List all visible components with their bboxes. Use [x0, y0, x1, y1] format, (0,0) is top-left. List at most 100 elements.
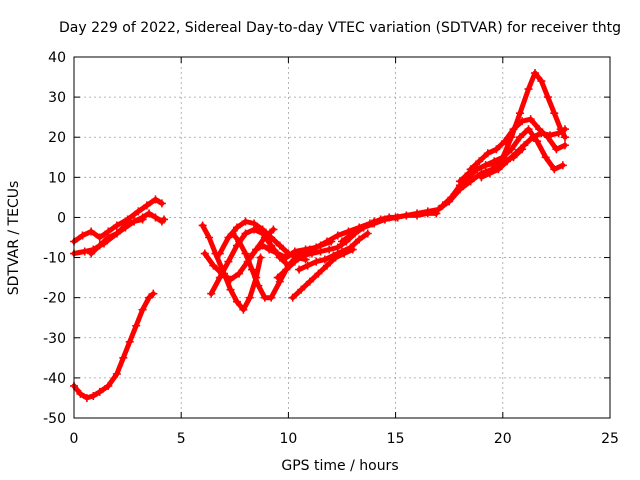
data-point	[438, 201, 447, 210]
data-point	[305, 277, 314, 286]
data-point	[507, 145, 516, 154]
data-point	[130, 217, 139, 226]
data-point	[245, 293, 254, 302]
data-point	[123, 215, 132, 224]
data-point	[282, 253, 291, 262]
data-point	[528, 133, 537, 142]
data-point	[511, 149, 520, 158]
y-tick-label: -20	[43, 291, 66, 307]
data-point	[247, 265, 256, 274]
data-point	[198, 221, 207, 230]
y-tick-label: 40	[48, 50, 66, 66]
data-point	[95, 241, 104, 250]
data-point	[205, 233, 214, 242]
data-point	[338, 237, 346, 246]
data-point	[550, 109, 559, 118]
data-point	[112, 221, 121, 230]
y-tick-label: -10	[43, 251, 66, 267]
series-arc-d	[198, 221, 265, 314]
data-point	[560, 141, 569, 150]
data-point	[322, 237, 331, 246]
data-point	[312, 257, 321, 266]
data-point	[256, 253, 265, 262]
data-point	[485, 169, 494, 178]
data-point	[333, 243, 342, 252]
data-point	[290, 257, 299, 266]
data-point	[550, 165, 559, 174]
data-point	[254, 281, 263, 290]
data-point	[391, 213, 400, 222]
data-point	[477, 173, 486, 182]
data-point	[282, 265, 291, 274]
data-point	[245, 253, 254, 262]
data-point	[82, 393, 91, 402]
data-point	[530, 69, 539, 78]
data-point	[119, 353, 128, 362]
data-point	[232, 297, 241, 306]
y-axis-label: SDTVAR / TECUs	[6, 181, 22, 296]
data-point	[537, 77, 546, 86]
data-point	[241, 249, 250, 258]
data-point	[235, 269, 244, 278]
data-point	[232, 223, 241, 232]
data-point	[87, 227, 96, 236]
x-axis-label: GPS time / hours	[281, 458, 398, 474]
data-point	[228, 229, 237, 238]
data-point	[95, 233, 104, 242]
data-point	[554, 129, 563, 138]
data-point	[295, 265, 304, 274]
data-point	[533, 137, 542, 146]
data-point	[78, 231, 87, 240]
data-point	[543, 93, 552, 102]
chart-title: Day 229 of 2022, Sidereal Day-to-day VTE…	[59, 20, 621, 36]
y-tick-label: -40	[43, 371, 66, 387]
data-point	[80, 247, 89, 256]
data-point	[359, 223, 368, 232]
series-arc-b	[70, 195, 166, 246]
x-tick-label: 15	[387, 431, 405, 447]
data-point	[447, 193, 456, 202]
data-point	[258, 225, 267, 234]
data-point	[509, 125, 518, 134]
series-arc-low	[70, 289, 158, 402]
data-point	[552, 145, 561, 154]
data-point	[503, 157, 512, 166]
data-point	[515, 133, 524, 142]
data-point	[560, 125, 569, 134]
data-point	[498, 153, 507, 162]
data-point	[134, 207, 143, 216]
data-point	[338, 247, 346, 256]
x-tick-label: 10	[279, 431, 297, 447]
data-point	[104, 381, 113, 390]
data-point	[125, 337, 134, 346]
series-arc-r	[477, 125, 569, 182]
data-point	[273, 273, 282, 282]
data-point	[267, 293, 276, 302]
y-tick-label: -50	[43, 411, 66, 427]
data-point	[258, 241, 267, 250]
data-point	[224, 233, 233, 242]
data-point	[545, 131, 554, 140]
data-point	[402, 211, 411, 220]
data-point	[273, 249, 282, 258]
data-point	[160, 215, 169, 224]
data-layer	[70, 69, 569, 402]
data-point	[492, 145, 501, 154]
data-point	[325, 245, 334, 254]
data-point	[151, 195, 160, 204]
data-point	[132, 321, 141, 330]
data-point	[314, 269, 323, 278]
data-point	[316, 247, 325, 256]
plot-frame	[73, 56, 611, 419]
data-point	[541, 153, 550, 162]
data-point	[269, 225, 278, 234]
data-point	[475, 157, 484, 166]
data-point	[464, 169, 473, 178]
data-point	[297, 285, 306, 294]
data-point	[200, 249, 209, 258]
data-point	[515, 109, 524, 118]
data-point	[370, 217, 379, 226]
data-point	[363, 229, 372, 238]
data-point	[142, 201, 151, 210]
x-tick-label: 25	[601, 431, 619, 447]
